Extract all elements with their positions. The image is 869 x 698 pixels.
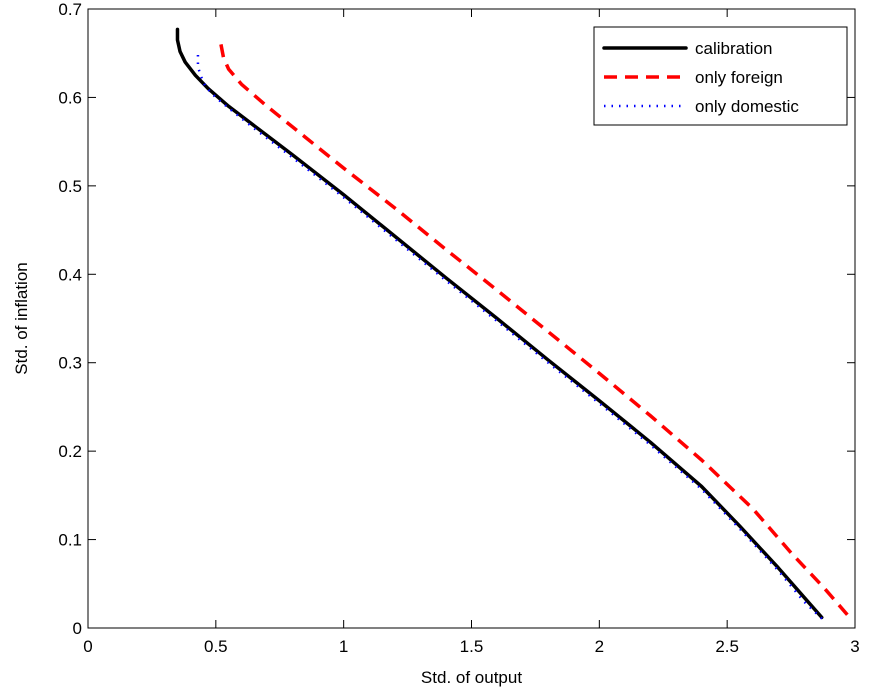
axis-tick-labels: 0 0.5 1 1.5 2 2.5 3 0 0.1 0.2 0.3 0.4 0.5 0.6 0.7: [58, 0, 859, 656]
x-tick-label: 1: [339, 637, 348, 656]
legend-label: only foreign: [695, 68, 783, 87]
y-tick-label: 0.3: [58, 354, 82, 373]
legend: calibration only foreign only domestic: [593, 26, 848, 126]
axis-ticks: [87, 8, 856, 629]
y-tick-label: 0.4: [58, 265, 82, 284]
y-tick-label: 0.5: [58, 177, 82, 196]
y-tick-label: 0.7: [58, 0, 82, 19]
legend-label: only domestic: [695, 97, 799, 116]
legend-label: calibration: [695, 39, 773, 58]
x-tick-label: 3: [850, 637, 859, 656]
x-axis-label: Std. of output: [421, 668, 522, 687]
series-line-only-foreign: [219, 44, 849, 616]
x-tick-label: 1.5: [460, 637, 484, 656]
x-tick-label: 2: [595, 637, 604, 656]
series-layer: [175, 27, 849, 622]
plot-frame: [87, 8, 856, 629]
x-tick-label: 2.5: [715, 637, 739, 656]
y-tick-label: 0: [73, 619, 82, 638]
x-tick-label: 0: [83, 637, 92, 656]
y-axis-label: Std. of inflation: [12, 262, 31, 374]
y-tick-label: 0.6: [58, 88, 82, 107]
y-tick-label: 0.1: [58, 531, 82, 550]
series-line-calibration: [175, 27, 824, 620]
y-tick-label: 0.2: [58, 442, 82, 461]
x-tick-label: 0.5: [204, 637, 228, 656]
